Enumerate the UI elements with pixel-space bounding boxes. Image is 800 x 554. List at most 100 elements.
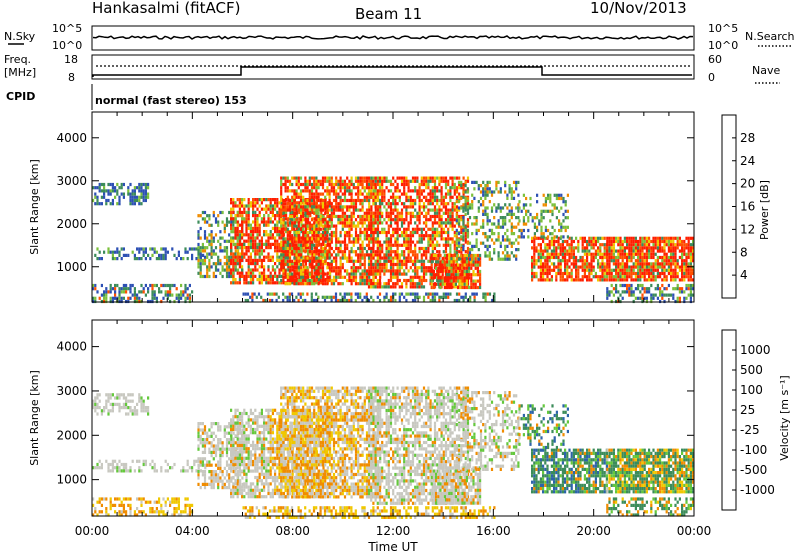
echo-cell bbox=[274, 223, 277, 227]
echo-cell bbox=[138, 247, 141, 251]
echo-cell bbox=[452, 266, 455, 270]
echo-cell bbox=[597, 275, 600, 279]
echo-cell bbox=[291, 227, 294, 231]
echo-cell bbox=[442, 227, 445, 231]
echo-cell bbox=[504, 180, 507, 184]
echo-cell bbox=[243, 252, 246, 256]
echo-cell bbox=[484, 244, 487, 248]
echo-cell bbox=[133, 202, 136, 206]
echo-cell bbox=[116, 257, 119, 261]
echo-cell bbox=[486, 222, 489, 226]
echo-cell bbox=[321, 218, 325, 222]
echo-cell bbox=[265, 255, 268, 259]
echo-cell bbox=[553, 228, 556, 233]
echo-cell bbox=[346, 214, 349, 219]
echo-cell bbox=[400, 250, 404, 254]
echo-cell bbox=[293, 195, 296, 199]
echo-cell bbox=[403, 240, 406, 244]
echo-cell bbox=[127, 186, 130, 190]
echo-cell bbox=[449, 198, 452, 203]
echo-cell bbox=[245, 252, 248, 256]
echo-cell bbox=[304, 179, 307, 183]
echo-cell bbox=[350, 218, 353, 222]
echo-cell bbox=[510, 196, 513, 200]
echo-cell bbox=[315, 186, 318, 190]
echo-cell bbox=[381, 195, 384, 199]
echo-cell bbox=[473, 222, 476, 226]
echo-cell bbox=[560, 225, 563, 229]
echo-cell bbox=[304, 201, 307, 205]
echo-cell bbox=[291, 265, 294, 269]
echo-cell bbox=[663, 236, 666, 240]
echo-cell bbox=[374, 202, 377, 206]
echo-cell bbox=[458, 186, 461, 190]
echo-cell bbox=[389, 189, 393, 193]
echo-cell bbox=[254, 239, 257, 243]
echo-cell bbox=[286, 227, 289, 231]
echo-cell bbox=[645, 249, 648, 253]
echo-cell bbox=[648, 249, 651, 253]
echo-cell bbox=[258, 255, 261, 259]
echo-cell bbox=[370, 234, 373, 238]
echo-cell bbox=[581, 246, 584, 250]
echo-cell bbox=[433, 214, 437, 219]
echo-cell bbox=[296, 262, 299, 266]
echo-cell bbox=[486, 184, 489, 188]
echo-cell bbox=[531, 262, 534, 266]
echo-cell bbox=[376, 246, 379, 251]
echo-cell bbox=[474, 253, 477, 258]
echo-cell bbox=[405, 179, 408, 183]
echo-cell bbox=[407, 211, 410, 215]
echo-cell bbox=[98, 296, 101, 300]
echo-cell bbox=[471, 248, 474, 252]
echo-cell bbox=[352, 198, 355, 203]
echo-cell bbox=[252, 262, 255, 266]
echo-cell bbox=[431, 230, 434, 235]
echo-cell bbox=[206, 268, 209, 272]
echo-cell bbox=[648, 236, 651, 240]
echo-cell bbox=[490, 257, 494, 261]
echo-cell bbox=[175, 287, 178, 291]
echo-cell bbox=[433, 182, 437, 187]
echo-cell bbox=[245, 278, 248, 282]
echo-cell bbox=[376, 282, 380, 286]
echo-cell bbox=[661, 262, 664, 266]
echo-cell bbox=[398, 272, 401, 276]
echo-cell bbox=[453, 205, 456, 209]
echo-cell bbox=[608, 271, 611, 276]
echo-cell bbox=[299, 240, 303, 244]
echo-cell bbox=[162, 253, 165, 257]
echo-cell bbox=[120, 290, 123, 294]
echo-cell bbox=[628, 271, 631, 276]
echo-cell bbox=[405, 234, 408, 238]
echo-cell bbox=[643, 268, 646, 272]
echo-cell bbox=[105, 290, 108, 294]
echo-cell bbox=[317, 182, 320, 187]
echo-cell bbox=[133, 287, 136, 291]
echo-cell bbox=[663, 246, 666, 250]
echo-cell bbox=[230, 210, 233, 214]
echo-cell bbox=[330, 259, 333, 263]
echo-cell bbox=[581, 278, 584, 282]
echo-cell bbox=[385, 221, 388, 225]
echo-cell bbox=[437, 273, 440, 277]
echo-cell bbox=[341, 208, 344, 212]
echo-cell bbox=[537, 243, 540, 247]
echo-cell bbox=[420, 234, 423, 238]
echo-cell bbox=[280, 182, 283, 187]
echo-cell bbox=[147, 195, 150, 199]
echo-cell bbox=[455, 208, 459, 212]
echo-cell bbox=[407, 243, 410, 247]
echo-cell bbox=[444, 182, 448, 187]
echo-cell bbox=[411, 275, 415, 279]
echo-cell bbox=[131, 192, 134, 196]
echo-cell bbox=[304, 182, 307, 187]
echo-cell bbox=[376, 189, 379, 193]
echo-cell bbox=[383, 266, 386, 270]
echo-cell bbox=[131, 189, 134, 193]
echo-cell bbox=[260, 278, 263, 282]
echo-cell bbox=[619, 268, 622, 272]
echo-cell bbox=[308, 237, 311, 241]
echo-cell bbox=[230, 226, 233, 230]
echo-cell bbox=[427, 234, 430, 238]
